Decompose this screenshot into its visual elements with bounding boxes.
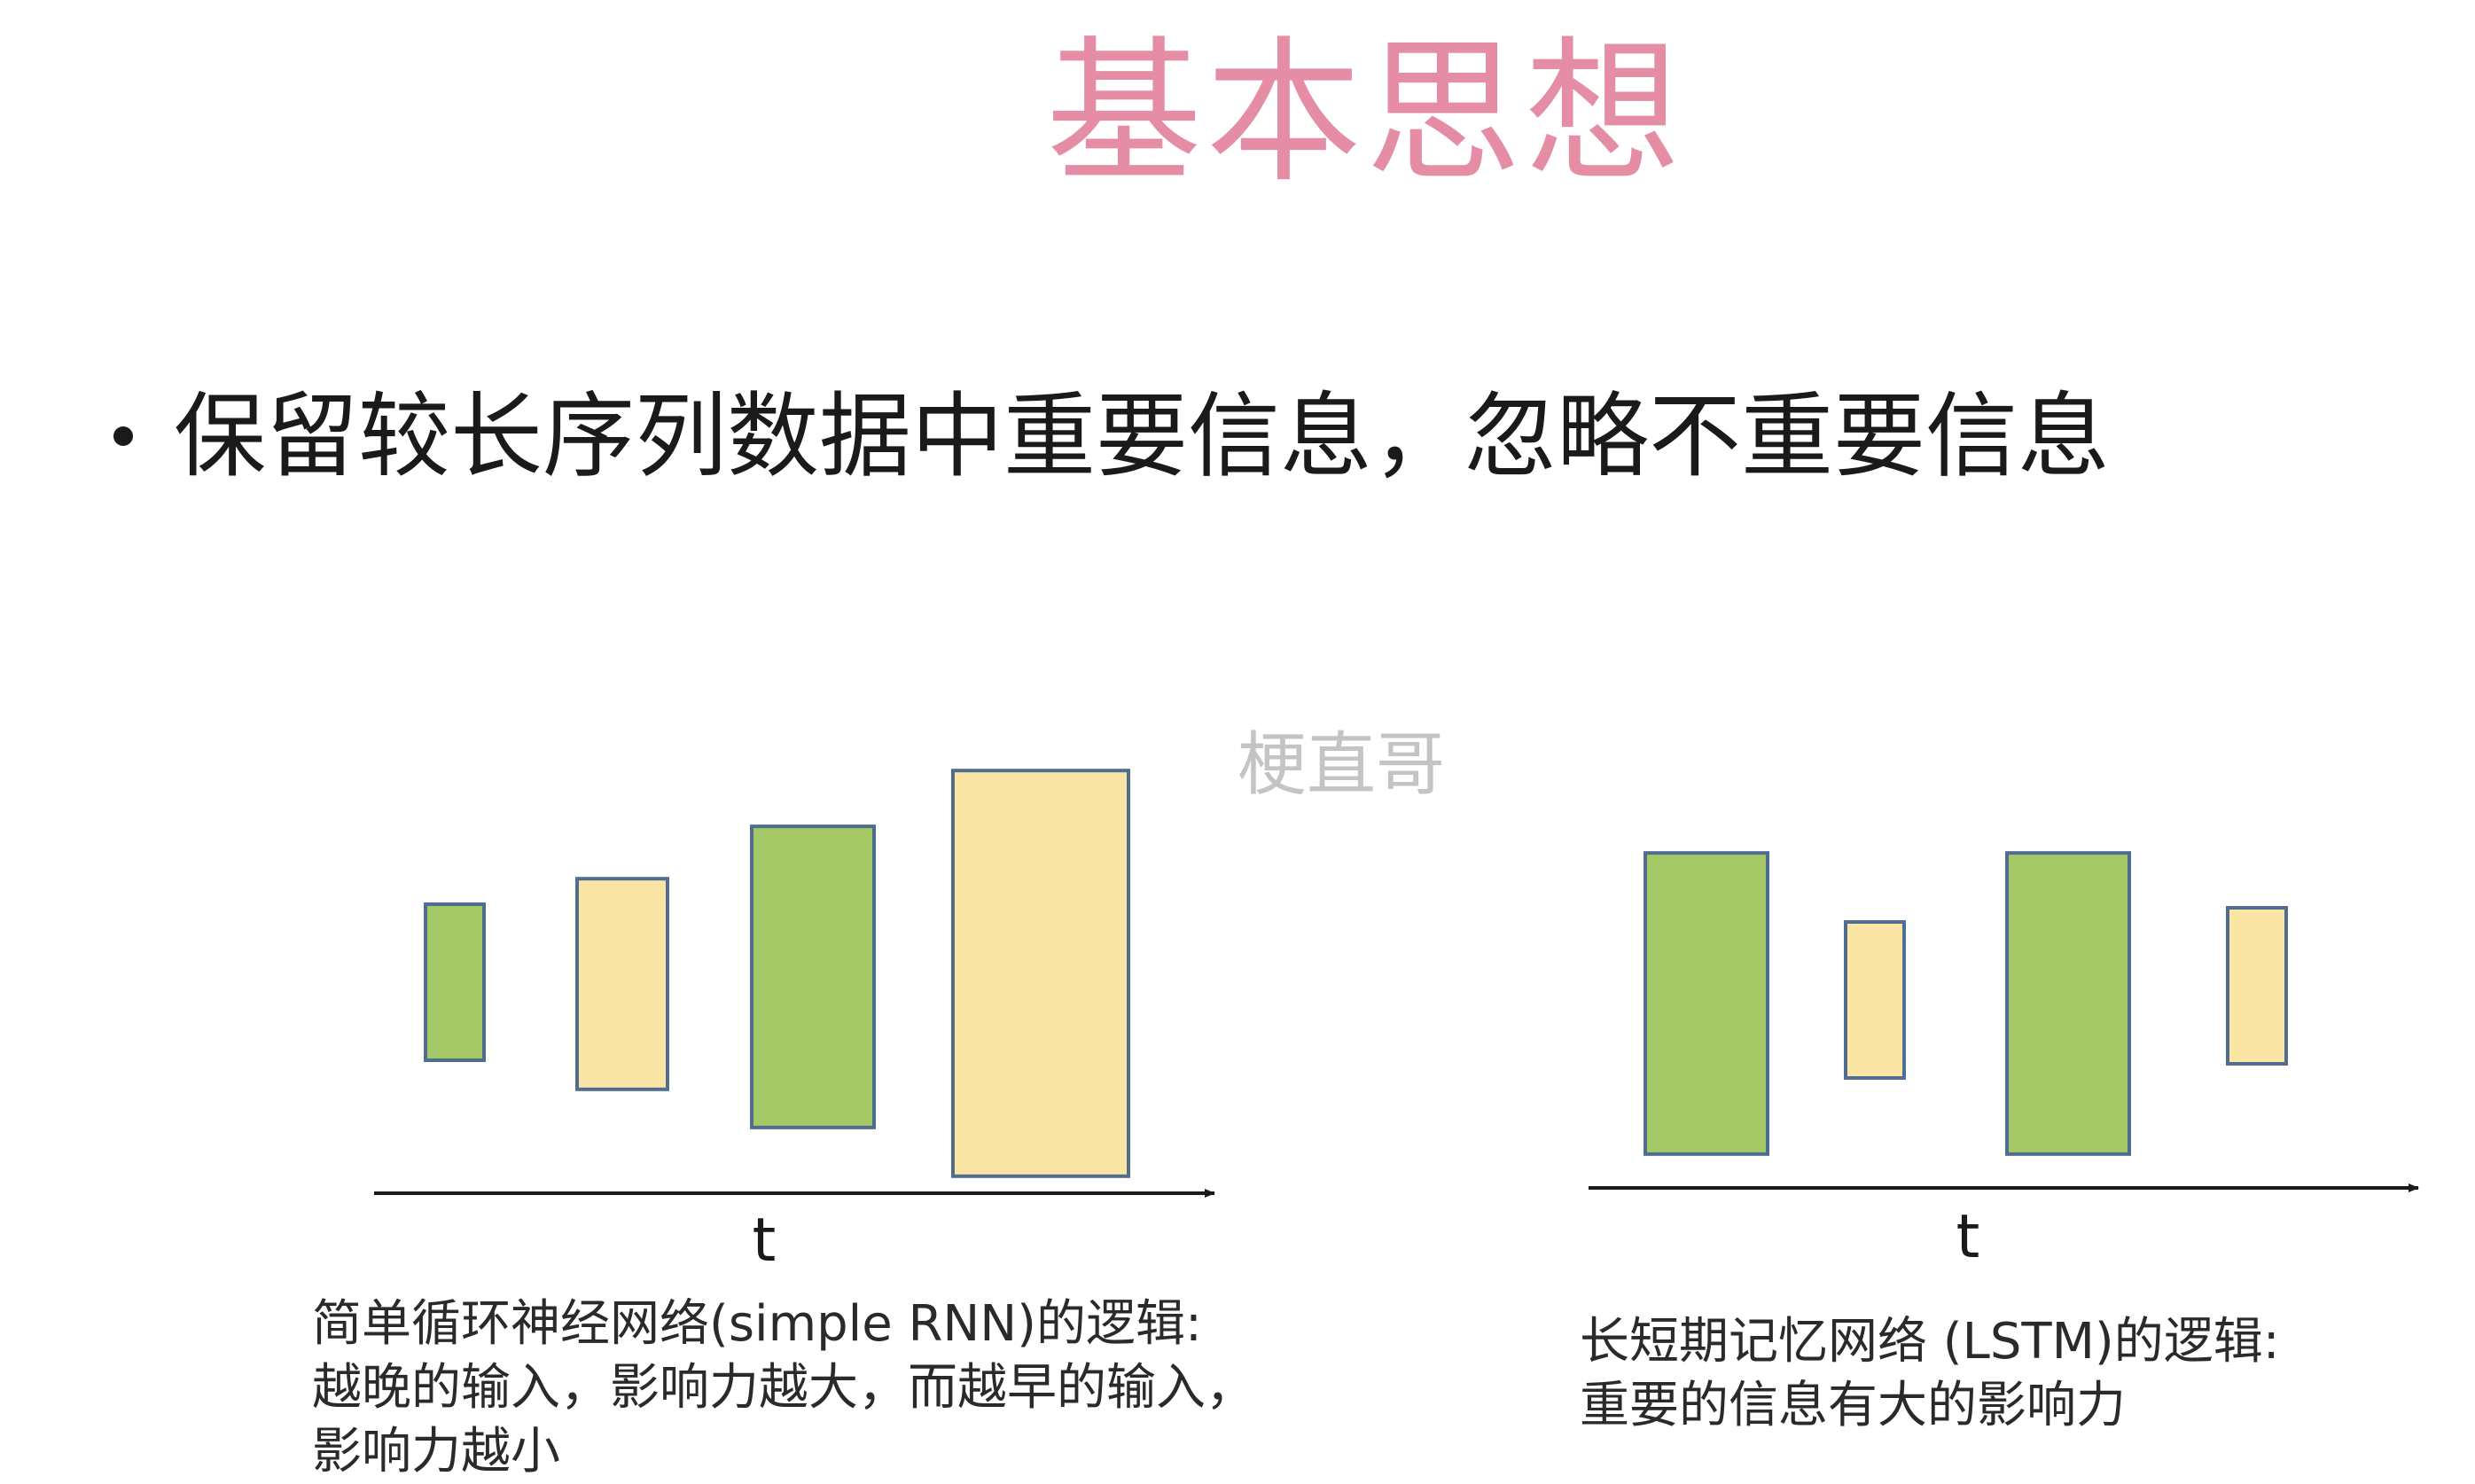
axis-label-t: t bbox=[1956, 1202, 1980, 1272]
rnn-diagram: t bbox=[374, 769, 1215, 1276]
bullet-dot-icon bbox=[113, 426, 133, 446]
bar-green bbox=[1643, 851, 1769, 1156]
bar-green bbox=[2005, 851, 2131, 1156]
lstm-diagram: t bbox=[1589, 851, 2419, 1272]
rnn-caption-line: 影响力越小 bbox=[312, 1423, 560, 1480]
axis-label-t: t bbox=[753, 1206, 777, 1276]
bar-yellow bbox=[2226, 906, 2288, 1066]
bar-green bbox=[750, 824, 876, 1129]
slide-title: 基本思想 bbox=[1046, 22, 1685, 204]
bar-yellow bbox=[575, 877, 669, 1091]
bar-green bbox=[424, 902, 486, 1062]
rnn-caption-line: 越晚的输入，影响力越大，而越早的输入， bbox=[312, 1359, 1255, 1417]
rnn-caption-line: 简单循环神经网络(simple RNN)的逻辑: bbox=[312, 1295, 1202, 1353]
bar-yellow bbox=[1844, 920, 1906, 1080]
lstm-caption: 长短期记忆网络 (LSTM)的逻辑: 重要的信息有大的影响力 bbox=[1580, 1310, 2280, 1438]
watermark: 梗直哥 bbox=[1238, 725, 1446, 805]
bar-yellow bbox=[951, 769, 1130, 1178]
lstm-caption-line: 重要的信息有大的影响力 bbox=[1580, 1377, 2126, 1434]
rnn-caption: 简单循环神经网络(simple RNN)的逻辑: 越晚的输入，影响力越大，而越早… bbox=[312, 1293, 1255, 1484]
lstm-caption-line: 长短期记忆网络 (LSTM)的逻辑: bbox=[1580, 1313, 2280, 1371]
bullet-point: 保留较长序列数据中重要信息，忽略不重要信息 bbox=[113, 390, 2110, 482]
bullet-text: 保留较长序列数据中重要信息，忽略不重要信息 bbox=[174, 382, 2111, 490]
